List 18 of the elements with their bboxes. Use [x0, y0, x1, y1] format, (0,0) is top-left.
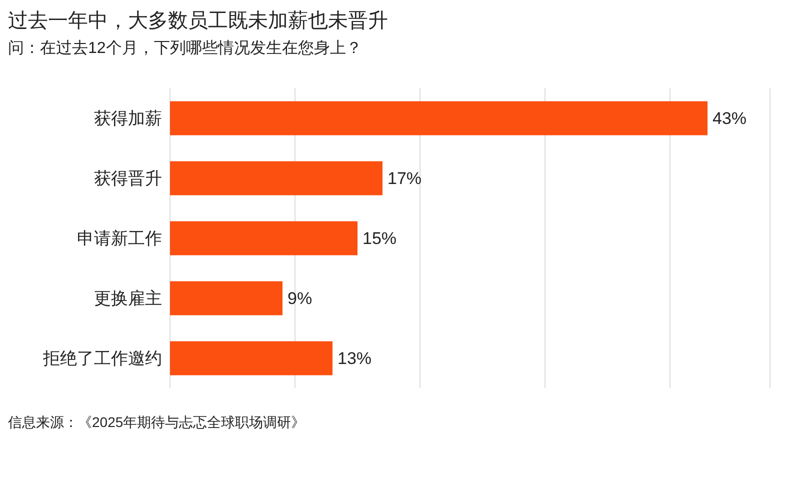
- y-tick-label: 更换雇主: [94, 289, 162, 308]
- chart-subtitle: 问：在过去12个月，下列哪些情况发生在您身上？: [8, 38, 363, 59]
- bar: [170, 281, 282, 316]
- bar: [170, 101, 708, 136]
- data-label: 9%: [288, 289, 312, 308]
- data-label: 15%: [362, 229, 397, 248]
- y-tick-label: 申请新工作: [77, 229, 162, 248]
- y-tick-label: 获得加薪: [94, 109, 162, 128]
- bar: [170, 161, 382, 196]
- bar: [170, 341, 332, 376]
- data-label: 17%: [388, 169, 422, 188]
- y-tick-label: 获得晋升: [94, 169, 162, 188]
- data-label: 43%: [712, 109, 747, 128]
- chart-title: 过去一年中，大多数员工既未加薪也未晋升: [8, 9, 389, 34]
- bar: [170, 221, 358, 256]
- data-label: 13%: [338, 349, 372, 368]
- text: 信息来源：《2025年期待与忐忑全球职场调研》: [8, 414, 306, 432]
- y-tick-label: 拒绝了工作邀约: [42, 349, 162, 368]
